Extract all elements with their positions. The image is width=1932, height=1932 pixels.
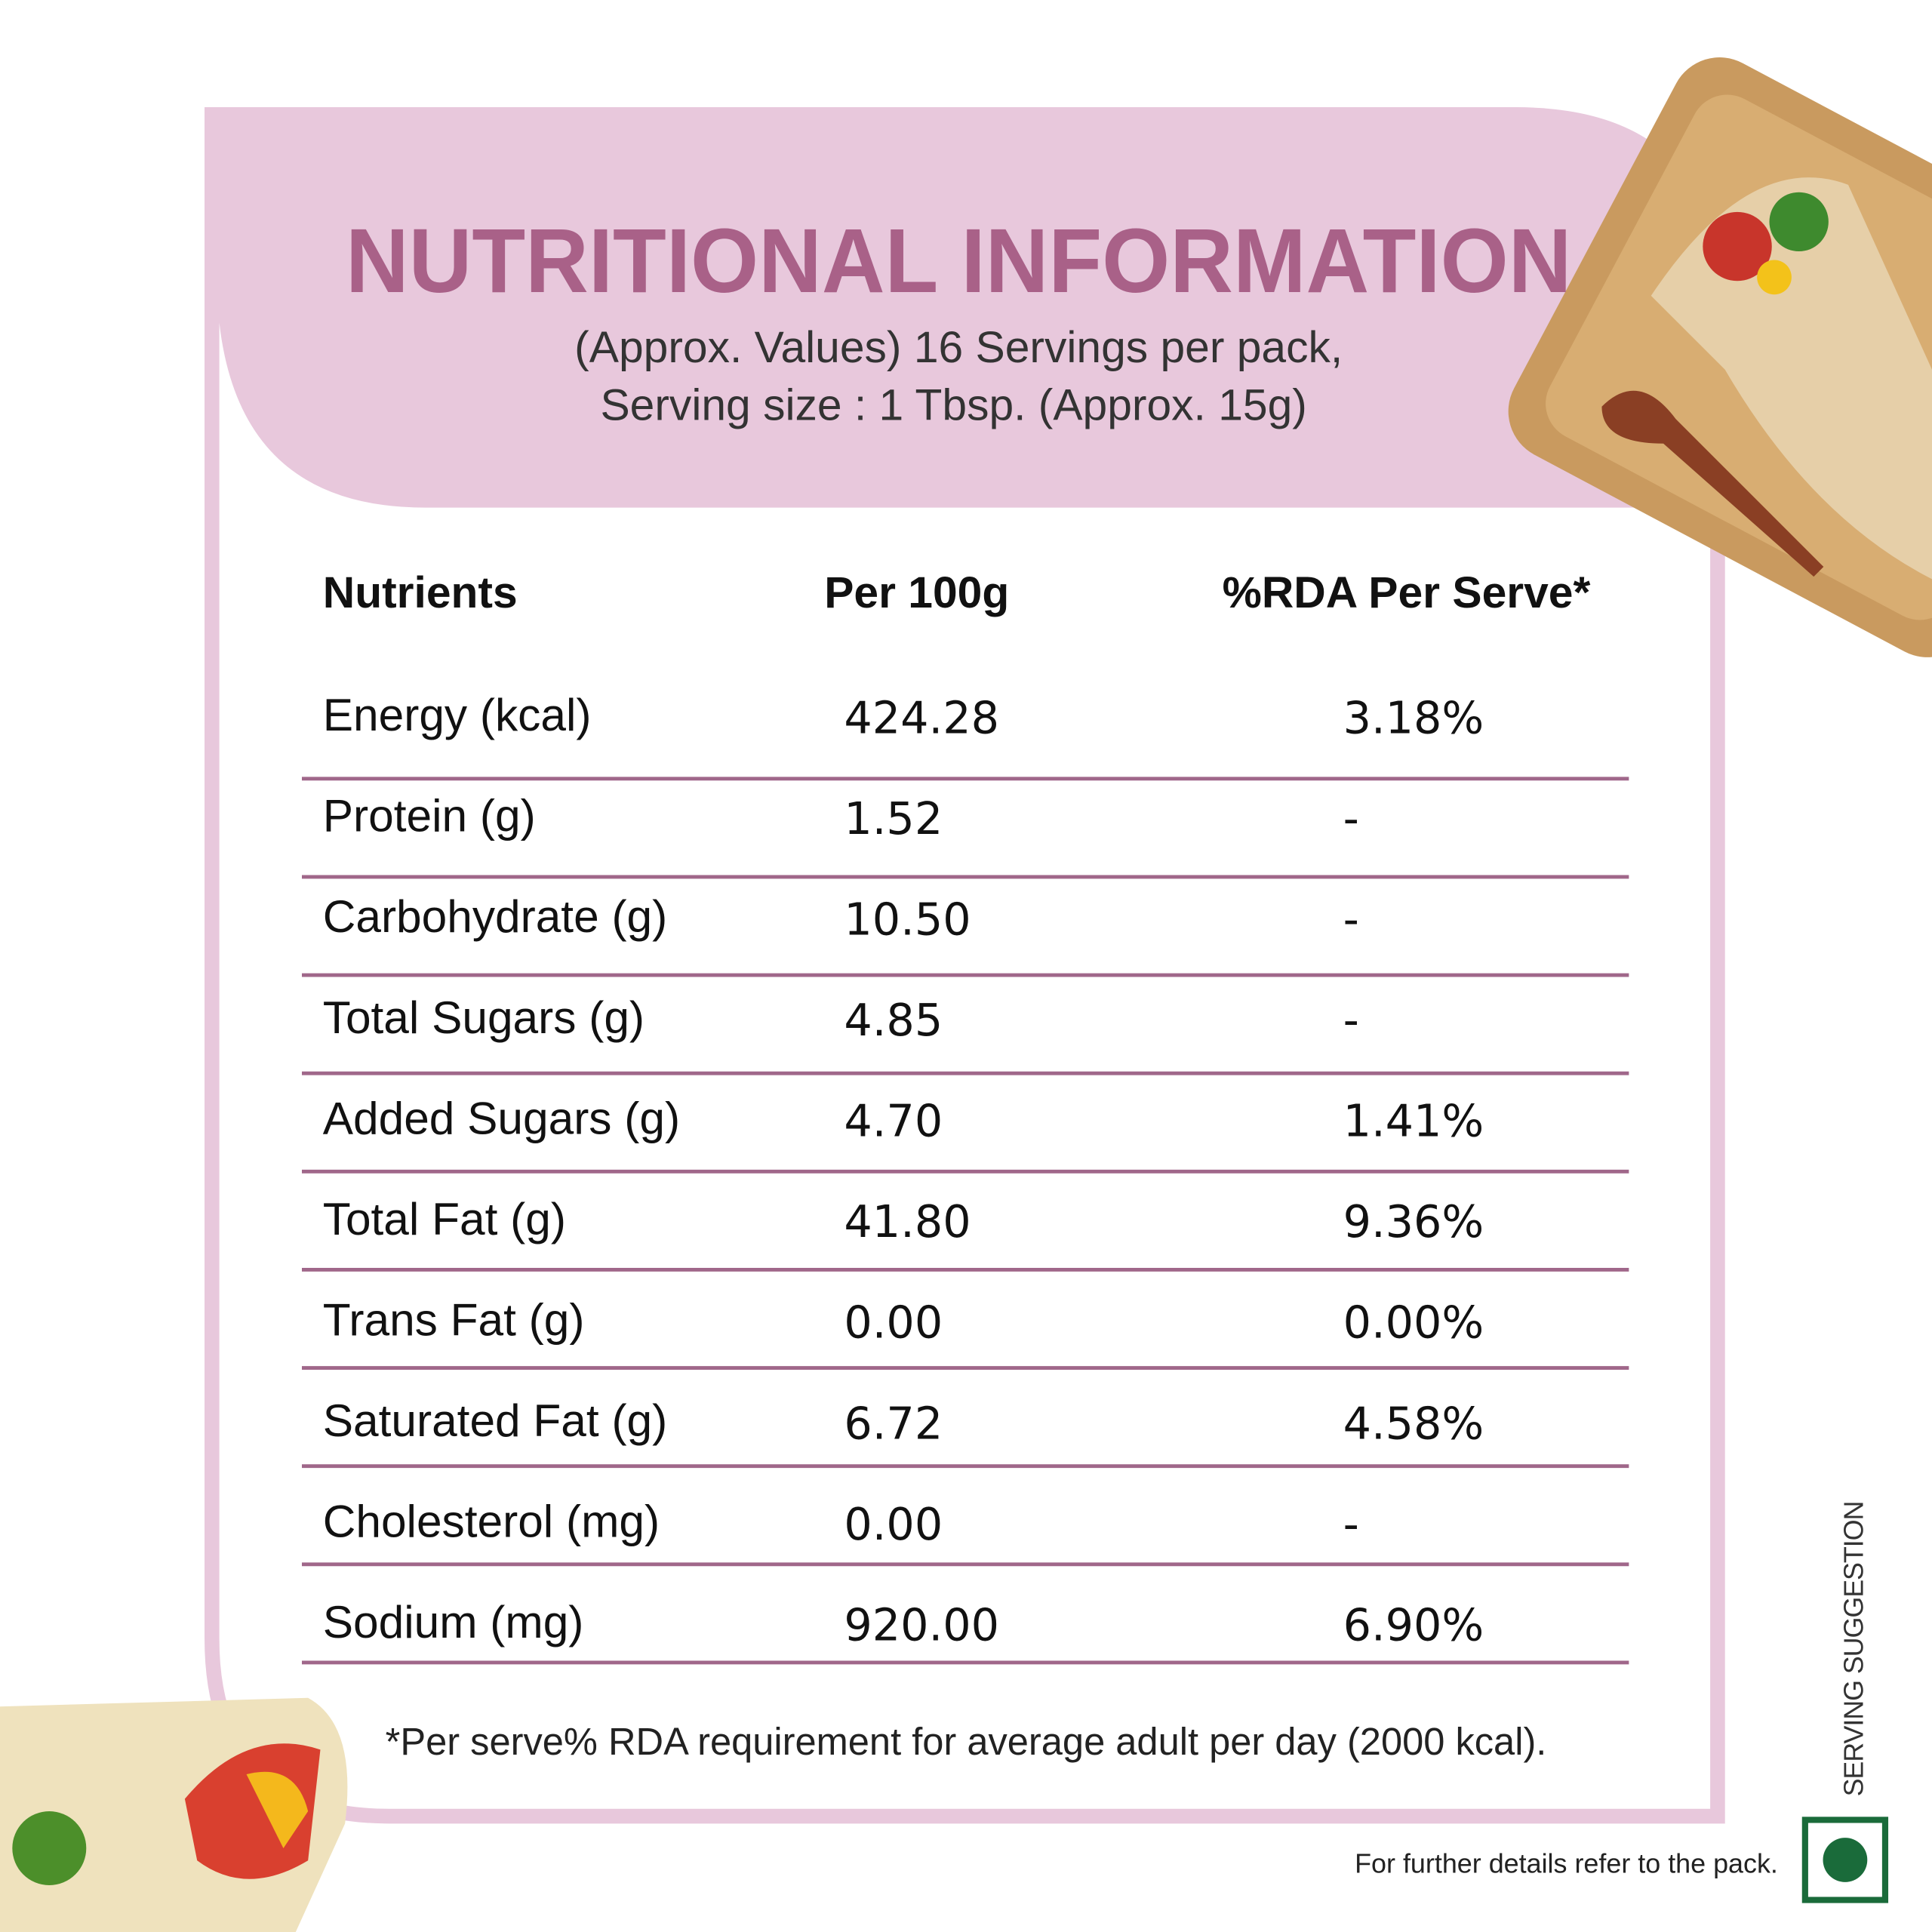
tray-image bbox=[1508, 57, 1932, 657]
table: Nutrients Per 100g %RDA Per Serve* Energy (… bbox=[302, 568, 1629, 1665]
nutrient-name: Trans Fat (g) bbox=[323, 1294, 585, 1345]
lettuce bbox=[1769, 192, 1829, 252]
cell-value: 4.58% bbox=[1343, 1397, 1484, 1449]
subtitle: (Approx. Values) 16 Servings per pack, bbox=[574, 323, 1343, 372]
subtitle: Serving size : 1 Tbsp. (Approx. 15g) bbox=[600, 381, 1306, 430]
title: NUTRITIONAL INFORMATION bbox=[346, 210, 1571, 312]
nutrient-name: Total Sugars (g) bbox=[323, 992, 645, 1043]
veg-symbol bbox=[1801, 1817, 1889, 1903]
cell-value: 1.41% bbox=[1343, 1095, 1484, 1147]
tomato bbox=[1703, 211, 1772, 281]
nutrient-name: Cholesterol (mg) bbox=[323, 1496, 660, 1547]
cell-value: 0.00% bbox=[1343, 1297, 1484, 1349]
pepper bbox=[1757, 260, 1792, 295]
cell-value: - bbox=[1343, 894, 1359, 946]
cell-value: - bbox=[1343, 792, 1359, 844]
card-body bbox=[219, 322, 1711, 1809]
spoon bbox=[1601, 390, 1824, 577]
footnote: *Per serve% RDA requirement for average … bbox=[386, 1720, 1547, 1763]
cell-value: 10.50 bbox=[844, 894, 971, 946]
cell-value: 4.70 bbox=[844, 1095, 943, 1147]
herb bbox=[12, 1811, 87, 1885]
nutrient-name: Sodium (mg) bbox=[323, 1596, 584, 1647]
nutrient-name: Saturated Fat (g) bbox=[323, 1395, 667, 1446]
side-label: SERVING SUGGESTION bbox=[1838, 1501, 1869, 1797]
nutrient-name: Energy (kcal) bbox=[323, 689, 592, 740]
cell-value: 1.52 bbox=[844, 792, 943, 844]
nutrient-name: Total Fat (g) bbox=[323, 1193, 566, 1244]
veg-dot bbox=[1823, 1838, 1868, 1882]
nutrient-name: Carbohydrate (g) bbox=[323, 891, 667, 942]
cell-value: 6.72 bbox=[844, 1397, 943, 1449]
wrap bbox=[1651, 177, 1932, 580]
cell-value: - bbox=[1343, 994, 1359, 1046]
nutrient-name: Protein (g) bbox=[323, 790, 536, 841]
cell-value: 0.00 bbox=[844, 1297, 943, 1349]
footer-note: For further details refer to the pack. bbox=[1355, 1848, 1778, 1879]
cell-value: 424.28 bbox=[844, 691, 999, 743]
cell-value: 41.80 bbox=[844, 1195, 971, 1247]
cell-value: 920.00 bbox=[844, 1598, 999, 1651]
cheese bbox=[246, 1771, 309, 1848]
column-header: Per 100g bbox=[824, 568, 1009, 617]
cell-value: - bbox=[1343, 1498, 1359, 1550]
cell-value: 0.00 bbox=[844, 1498, 943, 1550]
cell-value: 6.90% bbox=[1343, 1598, 1484, 1651]
cell-value: 4.85 bbox=[844, 994, 943, 1046]
column-header: Nutrients bbox=[323, 568, 518, 617]
cell-value: 3.18% bbox=[1343, 691, 1484, 743]
nutrient-name: Added Sugars (g) bbox=[323, 1092, 680, 1143]
cell-value: 9.36% bbox=[1343, 1195, 1484, 1247]
wrap-image bbox=[0, 1697, 348, 1932]
column-header: %RDA Per Serve* bbox=[1223, 568, 1591, 617]
